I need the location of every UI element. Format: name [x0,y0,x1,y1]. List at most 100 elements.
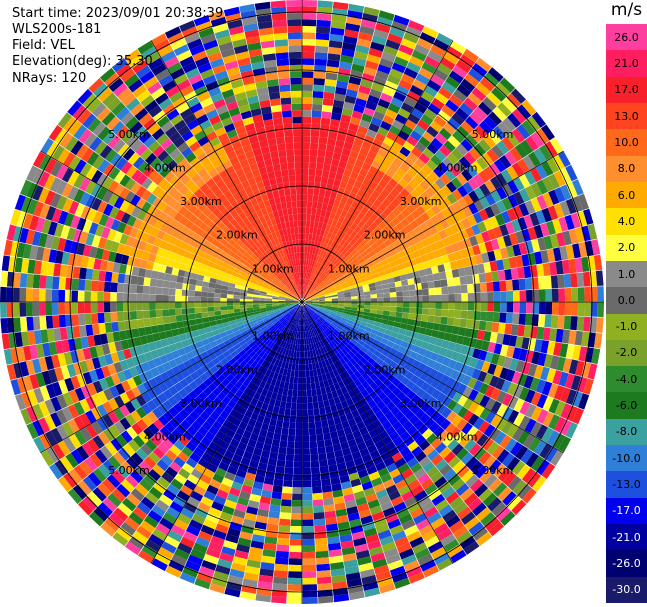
range-gate [542,411,555,427]
range-gate [350,230,358,239]
range-gate [336,288,344,293]
range-gate [479,183,491,196]
range-gate [357,125,369,135]
range-gate [318,297,326,300]
range-gate [303,285,305,292]
range-gate [425,186,436,198]
range-gate [390,97,404,108]
range-gate [214,288,222,294]
range-gate [362,284,370,289]
range-gate [481,340,490,352]
range-gate [348,282,356,287]
range-gate [325,329,331,336]
range-gate [149,278,158,287]
range-gate [32,302,40,317]
range-gate [302,77,314,85]
range-gate [312,303,319,306]
range-gate [328,40,343,49]
range-gate [324,320,331,327]
range-gate [327,326,334,333]
range-gate [283,473,293,481]
range-gate [437,331,446,340]
range-gate [339,341,347,349]
range-gate [352,165,362,174]
range-gate [312,304,319,307]
range-gate [326,138,337,146]
range-gate [355,316,363,322]
range-gate [369,373,379,382]
range-gate [361,372,370,381]
range-gate [416,388,426,398]
range-gate [460,511,476,525]
range-gate [475,82,491,97]
range-gate [13,272,21,288]
range-gate [309,260,313,267]
range-gate [541,427,554,443]
range-gate [346,253,353,261]
range-gate [310,308,316,313]
range-gate [467,310,475,320]
range-gate [323,276,329,282]
range-gate [371,404,381,414]
range-gate [521,337,530,350]
range-gate [492,106,507,122]
range-gate [526,289,533,302]
range-gate [341,148,351,157]
range-gate [202,281,210,288]
range-gate [292,487,302,494]
range-gate [408,313,416,320]
range-gate [520,139,534,155]
range-gate [465,275,474,285]
range-gate [361,364,369,373]
range-gate [474,339,484,350]
range-gate [305,286,309,293]
range-gate [422,565,440,578]
range-gate [496,390,507,404]
range-gate [494,431,507,445]
range-gate [533,148,547,164]
range-gate [45,289,53,302]
range-gate [355,285,363,291]
range-gate [365,408,375,418]
range-gate [441,339,450,349]
range-gate [387,33,403,44]
range-gate [313,505,325,513]
range-gate [357,304,365,309]
range-gate [460,138,474,152]
range-gate [97,312,105,324]
range-gate [451,443,464,456]
range-gate [310,253,315,261]
range-gate [310,292,317,297]
range-gate [321,478,331,487]
range-gate [363,291,371,296]
range-gate [364,235,373,243]
range-gate [486,148,499,163]
range-gate [325,336,331,344]
range-gate [305,304,311,309]
range-gate [395,350,404,359]
range-gate [379,274,388,281]
range-gate [388,315,396,322]
range-gate [324,308,331,312]
range-gate [71,278,79,291]
range-gate [364,361,373,369]
range-gate [490,238,500,251]
range-gate [378,353,387,362]
range-gate [331,294,338,298]
range-gate [188,284,196,291]
range-gate [270,498,282,506]
range-gate [394,231,403,240]
range-gate [387,202,397,212]
range-gate [370,305,378,310]
range-gate [513,191,525,206]
range-gate [207,302,214,307]
range-gate [376,305,384,311]
range-gate [309,273,313,281]
range-gate [331,340,338,348]
range-gate [377,297,384,302]
range-gate [360,19,377,29]
range-gate [596,317,604,333]
range-gate [323,91,335,100]
range-gate [311,201,318,209]
range-gate [306,272,310,280]
